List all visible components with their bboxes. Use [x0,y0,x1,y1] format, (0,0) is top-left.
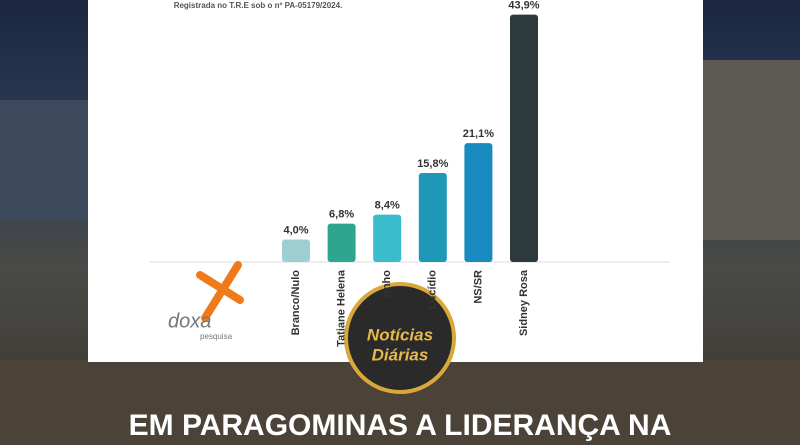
logo-name: doxa [168,310,211,332]
value-label: 8,4% [375,200,400,212]
x-tick-label: Tatiane Helena [336,269,348,347]
background-photo-left [0,100,88,220]
value-label: 21,1% [463,128,494,140]
bar [418,172,447,262]
value-label: 6,8% [329,209,354,221]
bar [282,239,310,262]
value-label: 43,9% [508,0,539,11]
bar [464,143,493,262]
value-label: 15,8% [417,158,448,170]
logo: doxa pesquisa [168,261,244,341]
logo-tagline: pesquisa [200,332,233,341]
badge-ring [344,282,456,394]
value-label: 4,0% [283,224,308,236]
bar [373,214,402,262]
x-tick-label: zinho [381,270,393,299]
headline: EM PARAGOMINAS A LIDERANÇA NA [129,409,672,442]
badge-line: Diárias [372,345,429,364]
registration-note: Registrada no T.R.E sob o nº PA-05179/20… [174,1,343,10]
logo-mark [196,261,244,322]
x-tick-label: Sidney Rosa [518,269,530,336]
x-tick-label: Branco/Nulo [290,270,302,336]
bar [510,14,538,263]
bar [327,223,356,262]
badge-line: Notícias [367,325,433,344]
x-tick-label: Lucídio [427,270,439,309]
x-tick-label: NS/SR [472,270,484,304]
background-photo-right [703,60,800,240]
badge: Notícias Diárias [344,282,456,394]
